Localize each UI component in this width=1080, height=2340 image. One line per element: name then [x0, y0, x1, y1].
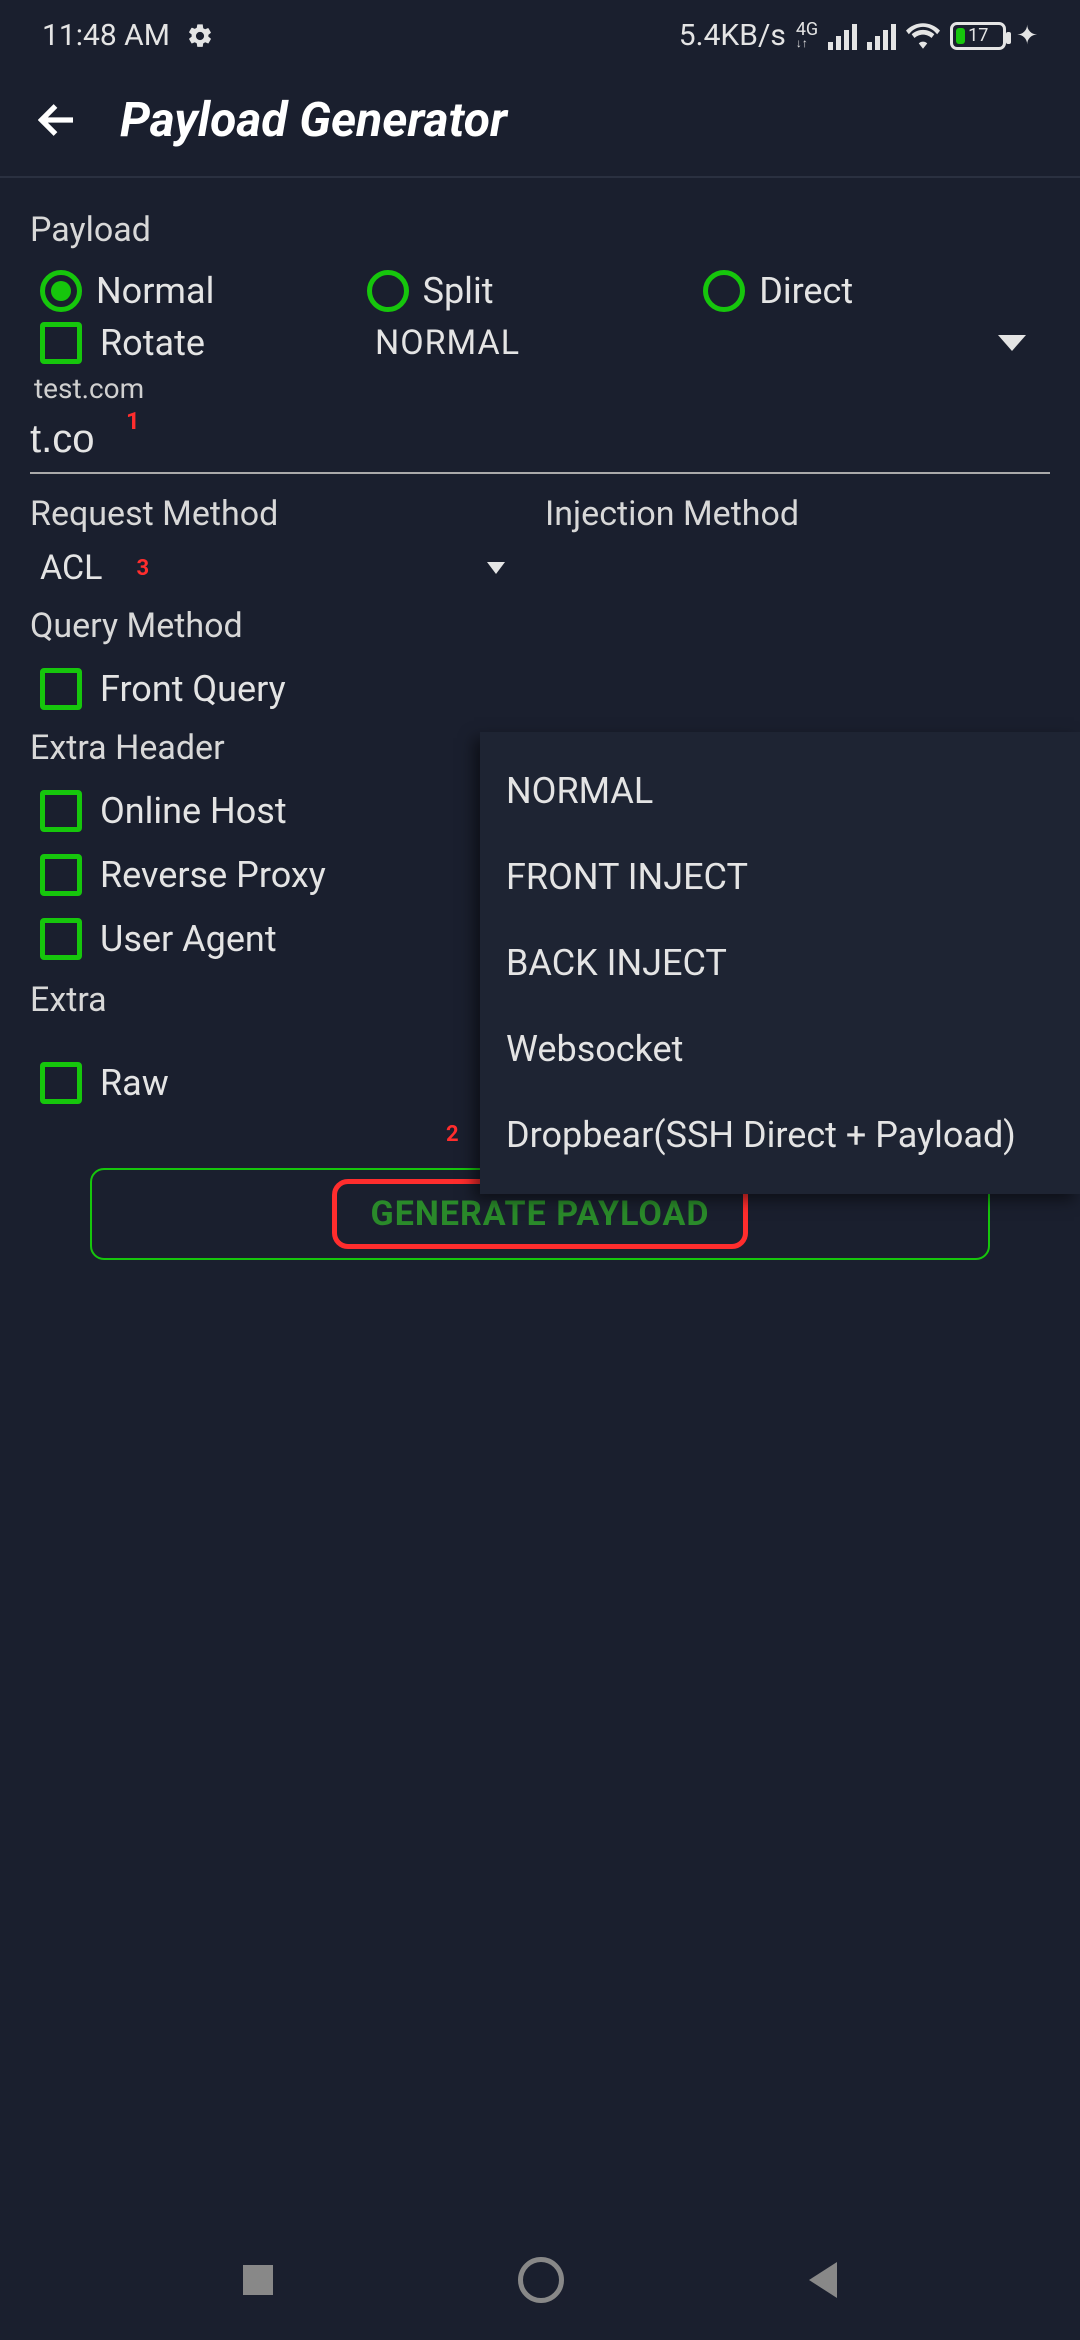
- chevron-down-icon: [998, 335, 1026, 351]
- wifi-icon: [906, 22, 940, 50]
- nav-home-icon[interactable]: [518, 2257, 564, 2303]
- request-method-label: Request Method: [30, 494, 535, 534]
- signal-icon-1: [828, 22, 857, 50]
- nav-back-icon[interactable]: [809, 2262, 837, 2298]
- user-agent-label: User Agent: [100, 918, 277, 960]
- injection-option-front[interactable]: FRONT INJECT: [480, 834, 1080, 920]
- radio-direct-label: Direct: [759, 270, 853, 312]
- mode-dropdown-value: NORMAL: [375, 323, 520, 363]
- annotation-1: 1: [126, 407, 140, 435]
- signal-icon-2: [867, 22, 896, 50]
- user-agent-checkbox[interactable]: [40, 918, 82, 960]
- injection-method-dropdown: NORMAL FRONT INJECT BACK INJECT Websocke…: [480, 732, 1080, 1194]
- annotation-2: 2: [446, 1122, 459, 1147]
- front-query-checkbox[interactable]: [40, 668, 82, 710]
- raw-checkbox[interactable]: [40, 1062, 82, 1104]
- query-method-label: Query Method: [30, 606, 1050, 646]
- status-bar: 11:48 AM 5.4KB/s 4G↓↑ 17 ✦: [0, 0, 1080, 63]
- reverse-proxy-label: Reverse Proxy: [100, 854, 326, 896]
- generate-payload-label: GENERATE PAYLOAD: [371, 1194, 710, 1234]
- gear-icon: [186, 22, 214, 50]
- rotate-checkbox[interactable]: [40, 322, 82, 364]
- radio-split-label: Split: [423, 270, 494, 312]
- injection-option-normal[interactable]: NORMAL: [480, 748, 1080, 834]
- payload-section-label: Payload: [30, 210, 1050, 250]
- injection-option-back[interactable]: BACK INJECT: [480, 920, 1080, 1006]
- front-query-label: Front Query: [100, 668, 286, 710]
- injection-option-websocket[interactable]: Websocket: [480, 1006, 1080, 1092]
- annotation-3: 3: [136, 556, 149, 581]
- mode-dropdown[interactable]: NORMAL: [205, 323, 1050, 363]
- online-host-label: Online Host: [100, 790, 287, 832]
- network-type: 4G↓↑: [796, 22, 818, 49]
- navigation-bar: [0, 2220, 1080, 2340]
- radio-normal[interactable]: Normal: [30, 270, 367, 312]
- page-title: Payload Generator: [120, 91, 507, 148]
- statusbar-time: 11:48 AM: [42, 18, 170, 53]
- rotate-label: Rotate: [100, 322, 205, 364]
- online-host-checkbox[interactable]: [40, 790, 82, 832]
- raw-label: Raw: [100, 1062, 169, 1104]
- injection-method-label: Injection Method: [545, 494, 1050, 534]
- app-bar: Payload Generator: [0, 63, 1080, 178]
- request-method-select[interactable]: ACL 3: [40, 548, 535, 588]
- nav-recent-icon[interactable]: [243, 2265, 273, 2295]
- host-floating-label: test.com: [34, 372, 1050, 405]
- chevron-down-icon: [487, 562, 505, 574]
- radio-direct[interactable]: Direct: [703, 270, 1040, 312]
- payload-radio-group: Normal Split Direct: [30, 270, 1050, 312]
- radio-split[interactable]: Split: [367, 270, 704, 312]
- reverse-proxy-checkbox[interactable]: [40, 854, 82, 896]
- injection-option-dropbear[interactable]: 2 Dropbear(SSH Direct + Payload): [480, 1092, 1080, 1178]
- charging-icon: ✦: [1016, 21, 1038, 51]
- back-icon[interactable]: [38, 99, 80, 141]
- request-method-value: ACL: [40, 548, 102, 588]
- radio-normal-label: Normal: [96, 270, 214, 312]
- host-input[interactable]: [30, 417, 948, 462]
- battery-icon: 17: [950, 22, 1006, 50]
- statusbar-netspeed: 5.4KB/s: [679, 18, 786, 53]
